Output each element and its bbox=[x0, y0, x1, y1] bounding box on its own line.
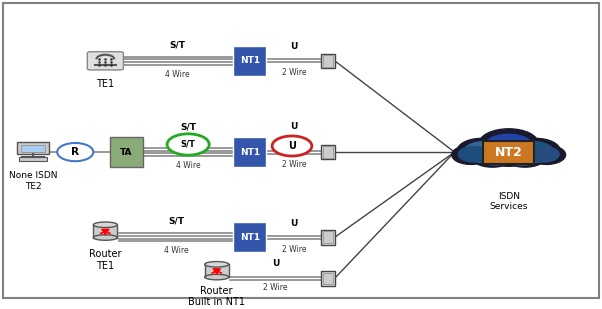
Ellipse shape bbox=[93, 222, 117, 227]
Text: S/T: S/T bbox=[181, 140, 196, 149]
Ellipse shape bbox=[205, 261, 229, 267]
Text: S/T: S/T bbox=[169, 40, 185, 49]
Text: Router
TE1: Router TE1 bbox=[89, 249, 122, 271]
Text: ISDN
Services: ISDN Services bbox=[489, 192, 528, 211]
FancyBboxPatch shape bbox=[233, 46, 266, 76]
FancyBboxPatch shape bbox=[321, 145, 335, 159]
Text: U: U bbox=[290, 42, 297, 51]
Text: TE1: TE1 bbox=[96, 79, 114, 89]
Circle shape bbox=[479, 129, 539, 159]
Circle shape bbox=[457, 138, 506, 163]
Circle shape bbox=[57, 143, 93, 161]
Circle shape bbox=[167, 134, 209, 155]
FancyBboxPatch shape bbox=[323, 146, 333, 158]
Text: 4 Wire: 4 Wire bbox=[176, 161, 200, 170]
FancyBboxPatch shape bbox=[483, 142, 534, 164]
Text: NT1: NT1 bbox=[240, 56, 260, 65]
Text: NT2: NT2 bbox=[495, 146, 523, 159]
Circle shape bbox=[511, 138, 560, 163]
Text: NT1: NT1 bbox=[240, 148, 260, 157]
FancyBboxPatch shape bbox=[3, 3, 599, 298]
Text: Router
Built in NT1: Router Built in NT1 bbox=[188, 286, 245, 307]
Circle shape bbox=[529, 146, 559, 162]
Ellipse shape bbox=[205, 274, 229, 280]
FancyBboxPatch shape bbox=[321, 271, 335, 286]
Text: 2 Wire: 2 Wire bbox=[282, 160, 306, 169]
Ellipse shape bbox=[93, 235, 117, 240]
Text: S/T: S/T bbox=[180, 122, 196, 131]
FancyBboxPatch shape bbox=[21, 145, 45, 152]
Circle shape bbox=[272, 136, 312, 156]
Text: 4 Wire: 4 Wire bbox=[165, 70, 189, 79]
FancyBboxPatch shape bbox=[323, 273, 333, 284]
Text: R: R bbox=[71, 147, 79, 157]
FancyBboxPatch shape bbox=[321, 53, 335, 68]
Circle shape bbox=[486, 143, 532, 166]
Circle shape bbox=[527, 145, 565, 164]
FancyBboxPatch shape bbox=[323, 55, 333, 67]
Circle shape bbox=[484, 134, 533, 159]
Text: 2 Wire: 2 Wire bbox=[264, 283, 288, 292]
Text: None ISDN
TE2: None ISDN TE2 bbox=[9, 171, 57, 191]
Text: TA: TA bbox=[120, 148, 132, 157]
Circle shape bbox=[452, 145, 490, 164]
FancyBboxPatch shape bbox=[233, 222, 266, 252]
Text: 2 Wire: 2 Wire bbox=[282, 68, 306, 78]
Text: S/T: S/T bbox=[168, 217, 184, 226]
Text: U: U bbox=[290, 122, 297, 131]
FancyBboxPatch shape bbox=[110, 137, 143, 167]
Text: NT1: NT1 bbox=[240, 233, 260, 242]
FancyBboxPatch shape bbox=[205, 264, 229, 277]
Circle shape bbox=[503, 145, 547, 167]
FancyBboxPatch shape bbox=[19, 157, 47, 161]
Circle shape bbox=[489, 144, 527, 163]
Text: 4 Wire: 4 Wire bbox=[164, 246, 188, 255]
Circle shape bbox=[512, 142, 554, 163]
Circle shape bbox=[458, 146, 489, 162]
FancyBboxPatch shape bbox=[17, 142, 49, 154]
FancyBboxPatch shape bbox=[233, 137, 266, 167]
FancyBboxPatch shape bbox=[87, 52, 123, 70]
Text: 2 Wire: 2 Wire bbox=[282, 245, 306, 254]
FancyBboxPatch shape bbox=[93, 225, 117, 238]
Text: U: U bbox=[272, 259, 279, 268]
FancyBboxPatch shape bbox=[323, 231, 333, 243]
Circle shape bbox=[477, 147, 513, 165]
Text: U: U bbox=[288, 141, 296, 151]
Circle shape bbox=[504, 147, 540, 165]
Text: U: U bbox=[290, 218, 297, 227]
Circle shape bbox=[464, 142, 505, 163]
Circle shape bbox=[471, 145, 514, 167]
FancyBboxPatch shape bbox=[321, 230, 335, 244]
